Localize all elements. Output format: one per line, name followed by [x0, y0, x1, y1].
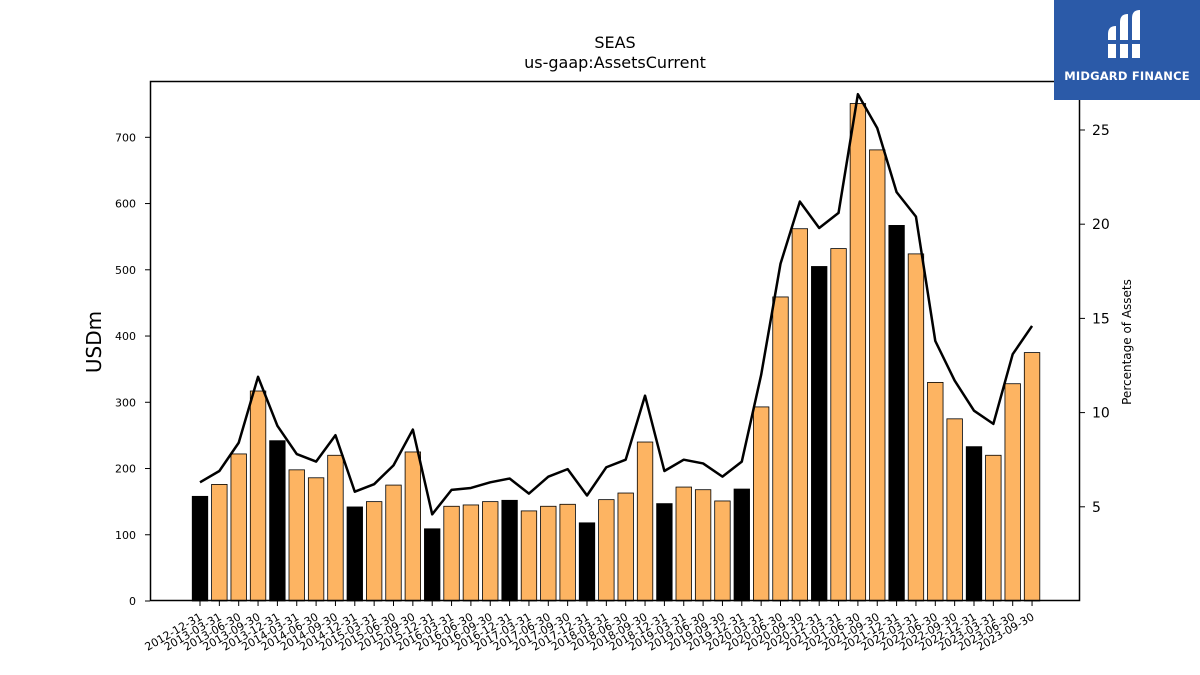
bar-2013-06-30: [230, 453, 247, 602]
percentage-line: [199, 92, 1034, 516]
y-right-tick-label: 25: [1092, 123, 1110, 139]
bar-2015-03-31: [365, 501, 383, 602]
bar-2015-06-30: [385, 484, 402, 602]
y-right-tick-label: 15: [1092, 311, 1110, 327]
bar-2022-12-31: [965, 446, 983, 602]
bar-2019-12-31: [733, 488, 750, 602]
bar-2018-09-30: [636, 441, 654, 602]
y-axis-right: 5 10 15 20 25: [1080, 123, 1110, 516]
bar-2020-06-30: [772, 296, 789, 602]
y-tick-label: 500: [115, 264, 136, 277]
bar-2022-06-30: [927, 381, 944, 602]
bar-2020-12-31: [811, 266, 828, 602]
bar-2022-09-30: [946, 418, 963, 602]
bar-2012-12-31: [191, 495, 209, 602]
bar-2022-03-31: [907, 253, 925, 602]
line-series: [199, 92, 1034, 516]
bar-2014-12-31: [346, 506, 363, 602]
bar-2017-06-30: [540, 505, 557, 602]
bar-series: [191, 103, 1041, 602]
logo-text: MIDGARD FINANCE: [1064, 69, 1190, 83]
bar-2017-03-31: [520, 510, 538, 602]
y-axis-left: 0 100 200 300 400 500 600 700: [115, 131, 150, 608]
bar-2016-09-30: [482, 501, 499, 602]
y-tick-label: 600: [115, 198, 136, 211]
bar-2016-03-31: [443, 505, 460, 602]
midgard-logo-icon: [1106, 10, 1144, 58]
bar-2021-12-31: [888, 225, 905, 602]
bar-2013-03-31: [211, 484, 228, 602]
bar-2021-03-31: [830, 248, 847, 602]
y-right-tick-label: 20: [1092, 217, 1110, 233]
brand-logo: MIDGARD FINANCE: [1054, 0, 1200, 100]
y-tick-label: 300: [115, 396, 136, 409]
bar-2019-06-30: [694, 489, 712, 602]
y-right-tick-label: 10: [1092, 406, 1110, 422]
plot-frame: [149, 80, 1081, 602]
bar-2023-03-31: [985, 454, 1002, 602]
y-axis-right-label: Percentage of Assets: [1120, 279, 1134, 405]
bar-2020-03-31: [753, 406, 770, 602]
y-right-tick-label: 5: [1092, 500, 1101, 516]
bar-2018-06-30: [617, 492, 634, 602]
y-tick-label: 0: [129, 595, 136, 608]
bar-2019-03-31: [675, 486, 692, 602]
bar-2017-12-31: [578, 522, 596, 602]
x-axis: 2012-12-312013-03-312013-06-302013-09-30…: [143, 601, 1037, 654]
bar-2013-09-30: [249, 390, 267, 602]
bar-2018-03-31: [598, 499, 615, 602]
bar-2014-09-30: [327, 454, 344, 602]
bar-2023-09-30: [1023, 352, 1041, 602]
chart-subtitle: us-gaap:AssetsCurrent: [524, 53, 706, 72]
bar-2014-03-31: [288, 469, 305, 602]
y-axis-label: USDm: [82, 311, 106, 373]
bar-2021-09-30: [869, 149, 886, 602]
bar-2015-09-30: [404, 451, 422, 602]
bar-2019-09-30: [714, 500, 731, 602]
y-tick-label: 700: [115, 131, 136, 144]
bar-2018-12-31: [656, 503, 673, 602]
y-tick-label: 100: [115, 529, 136, 542]
y-tick-label: 400: [115, 330, 136, 343]
bar-2016-06-30: [462, 504, 480, 602]
bar-2020-09-30: [791, 228, 808, 602]
y-tick-label: 200: [115, 463, 136, 476]
bar-2017-09-30: [559, 503, 576, 602]
bar-2015-12-31: [424, 528, 441, 602]
chart-title: SEAS: [594, 33, 635, 52]
bar-2023-06-30: [1004, 383, 1021, 602]
bar-2013-12-31: [269, 440, 286, 602]
bar-2016-12-31: [501, 499, 518, 602]
bar-2014-06-30: [307, 477, 325, 602]
bar-2021-06-30: [849, 103, 867, 602]
